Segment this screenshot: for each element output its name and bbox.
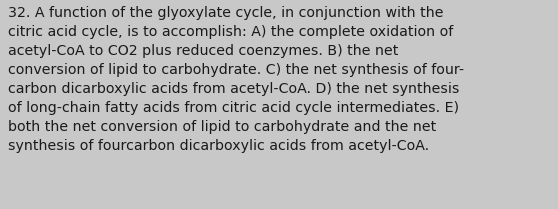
Text: 32. A function of the glyoxylate cycle, in conjunction with the
citric acid cycl: 32. A function of the glyoxylate cycle, … [8,6,464,153]
